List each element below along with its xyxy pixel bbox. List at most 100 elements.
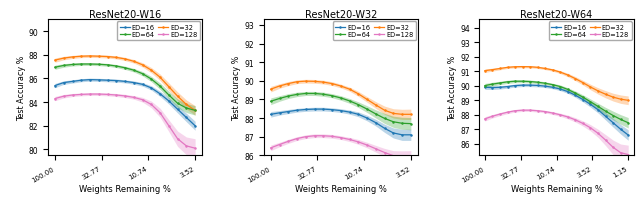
ED=128 <box>130 97 138 99</box>
ED=128 <box>276 144 284 146</box>
Line: ED=128: ED=128 <box>484 110 628 155</box>
ED=128 <box>77 94 85 96</box>
ED=128 <box>68 94 76 97</box>
ED=128 <box>587 127 595 129</box>
ED=32 <box>381 109 388 112</box>
ED=16 <box>390 132 397 135</box>
ED=16 <box>267 114 275 116</box>
ED=64 <box>77 63 85 66</box>
ED=128 <box>407 156 415 159</box>
ED=32 <box>86 56 94 58</box>
ED=64 <box>51 67 59 69</box>
ED=128 <box>556 114 564 116</box>
Y-axis label: Test Accuracy %: Test Accuracy % <box>232 55 241 120</box>
ED=128 <box>617 152 625 154</box>
ED=32 <box>556 72 564 74</box>
ED=128 <box>602 139 609 142</box>
ED=64 <box>337 97 345 100</box>
Line: ED=16: ED=16 <box>270 109 412 136</box>
Y-axis label: Test Accuracy %: Test Accuracy % <box>448 55 457 120</box>
X-axis label: Weights Remaining %: Weights Remaining % <box>79 184 171 193</box>
ED=32 <box>68 56 76 59</box>
ED=64 <box>302 93 310 95</box>
ED=32 <box>488 69 496 72</box>
Line: ED=128: ED=128 <box>270 136 412 158</box>
ED=16 <box>346 111 353 114</box>
Line: ED=64: ED=64 <box>270 94 412 125</box>
ED=32 <box>60 58 68 60</box>
ED=64 <box>556 86 564 88</box>
Y-axis label: Test Accuracy %: Test Accuracy % <box>17 55 26 120</box>
ED=64 <box>130 70 138 72</box>
Legend: ED=16, ED=64, ED=32, ED=128: ED=16, ED=64, ED=32, ED=128 <box>117 22 200 41</box>
Line: ED=32: ED=32 <box>270 81 412 115</box>
ED=128 <box>564 116 572 119</box>
ED=16 <box>60 82 68 84</box>
Line: ED=128: ED=128 <box>54 94 196 149</box>
ED=32 <box>328 83 336 85</box>
ED=64 <box>267 101 275 103</box>
ED=64 <box>407 123 415 125</box>
ED=16 <box>481 87 489 89</box>
ED=16 <box>372 122 380 124</box>
ED=64 <box>617 119 625 121</box>
ED=32 <box>372 104 380 107</box>
ED=64 <box>579 96 587 99</box>
ED=32 <box>310 81 318 83</box>
ED=32 <box>572 78 579 80</box>
ED=32 <box>534 67 541 69</box>
ED=16 <box>130 82 138 84</box>
ED=16 <box>139 84 147 86</box>
ED=64 <box>398 122 406 125</box>
ED=128 <box>302 136 310 138</box>
ED=32 <box>337 85 345 88</box>
ED=64 <box>390 121 397 123</box>
ED=16 <box>355 114 362 116</box>
ED=16 <box>104 80 111 82</box>
ED=128 <box>541 111 549 113</box>
X-axis label: Weights Remaining %: Weights Remaining % <box>511 184 602 193</box>
Line: ED=32: ED=32 <box>54 56 196 111</box>
ED=16 <box>173 108 181 111</box>
ED=16 <box>319 108 327 111</box>
ED=64 <box>182 107 190 110</box>
ED=128 <box>346 139 353 141</box>
ED=128 <box>609 146 617 149</box>
ED=32 <box>519 66 527 68</box>
ED=64 <box>364 108 371 111</box>
ED=32 <box>121 58 129 61</box>
ED=64 <box>139 73 147 76</box>
ED=16 <box>519 84 527 87</box>
ED=64 <box>68 64 76 66</box>
ED=64 <box>625 122 632 124</box>
ED=16 <box>86 79 94 81</box>
ED=128 <box>191 147 199 150</box>
Line: ED=16: ED=16 <box>484 85 628 136</box>
ED=16 <box>68 81 76 83</box>
ED=32 <box>364 99 371 101</box>
ED=32 <box>191 110 199 112</box>
ED=32 <box>130 61 138 63</box>
ED=32 <box>95 56 102 58</box>
ED=16 <box>602 116 609 118</box>
ED=64 <box>319 94 327 96</box>
ED=32 <box>511 66 519 69</box>
ED=128 <box>267 147 275 149</box>
ED=64 <box>504 81 511 84</box>
Line: ED=32: ED=32 <box>484 67 628 101</box>
ED=128 <box>511 110 519 112</box>
ED=32 <box>579 82 587 84</box>
ED=64 <box>284 95 292 98</box>
ED=128 <box>165 125 173 127</box>
ED=128 <box>173 138 181 140</box>
ED=64 <box>496 82 504 85</box>
Title: ResNet20-W32: ResNet20-W32 <box>305 9 377 19</box>
ED=16 <box>549 87 557 89</box>
ED=16 <box>609 122 617 124</box>
ED=64 <box>346 100 353 103</box>
ED=128 <box>121 95 129 98</box>
X-axis label: Weights Remaining %: Weights Remaining % <box>295 184 387 193</box>
ED=32 <box>113 57 120 59</box>
ED=16 <box>113 80 120 82</box>
ED=64 <box>173 103 181 105</box>
